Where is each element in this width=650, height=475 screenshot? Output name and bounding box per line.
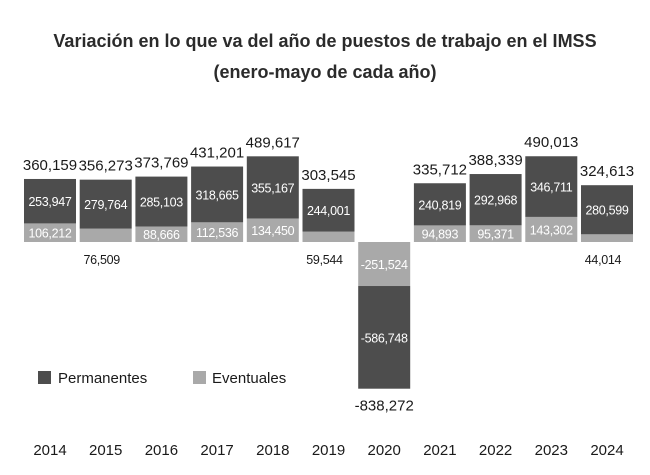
year-label-2017: 2017 [200,442,233,459]
year-label-2021: 2021 [423,442,456,459]
bar-eventuales-2020 [358,242,411,287]
label-permanentes-2015: 279,764 [84,198,127,212]
label-eventuales-2017: 112,536 [196,226,239,240]
bar-permanentes-2014 [24,178,76,224]
label-permanentes-2018: 355,167 [251,181,294,195]
label-total-2022: 388,339 [468,152,522,169]
label-permanentes-2017: 318,665 [196,188,239,202]
year-label-2023: 2023 [535,442,568,459]
year-label-2014: 2014 [33,442,66,459]
label-total-2015: 356,273 [79,158,133,175]
legend-swatch-permanentes [38,371,51,384]
labels-layer: 253,947 106,212 360,159 2014 279,764 76,509 35… [23,134,634,459]
bar-eventuales-2024 [581,234,633,242]
chart-title: Variación en lo que va del año de puesto… [53,31,596,51]
label-permanentes-2019: 244,001 [307,204,350,218]
bar-eventuales-2015 [79,228,132,242]
label-total-2021: 335,712 [413,161,467,178]
bar-permanentes-2020 [358,286,411,389]
label-eventuales-2020: -251,524 [361,258,408,272]
bar-eventuales-2022 [469,225,522,242]
year-label-2018: 2018 [256,442,289,459]
label-total-2024: 324,613 [580,163,634,180]
label-eventuales-2022: 95,371 [477,228,514,242]
bar-eventuales-2017 [191,222,244,242]
year-label-2016: 2016 [145,442,178,459]
legend-label-permanentes: Permanentes [58,370,147,387]
label-total-2018: 489,617 [246,134,300,151]
year-label-2015: 2015 [89,442,122,459]
year-label-2020: 2020 [368,442,401,459]
bar-permanentes-2024 [581,185,633,235]
bar-permanentes-2022 [469,174,522,226]
label-total-2019: 303,545 [301,167,355,184]
label-total-2023: 490,013 [524,134,578,151]
legend-swatch-eventuales [193,371,206,384]
label-eventuales-2021: 94,893 [422,228,459,242]
legend-label-eventuales: Eventuales [212,370,286,387]
label-permanentes-2023: 346,711 [530,181,573,195]
bar-eventuales-2021 [413,225,466,242]
bar-eventuales-2018 [246,218,299,242]
label-total-2016: 373,769 [134,155,188,172]
bar-permanentes-2018 [246,156,299,219]
bar-eventuales-2014 [24,223,76,242]
label-permanentes-2024: 280,599 [585,204,628,218]
bar-permanentes-2016 [135,176,188,227]
label-eventuales-2015: 76,509 [83,253,120,267]
bar-permanentes-2023 [525,156,578,217]
bar-eventuales-2023 [525,216,578,242]
bar-permanentes-2019 [302,188,355,232]
label-eventuales-2024: 44,014 [585,253,622,267]
label-permanentes-2016: 285,103 [140,196,183,210]
label-permanentes-2014: 253,947 [28,195,71,209]
chart-subtitle: (enero-mayo de cada año) [213,62,436,82]
label-eventuales-2016: 88,666 [143,228,180,242]
bar-permanentes-2015 [79,179,132,229]
label-eventuales-2023: 143,302 [530,223,573,237]
year-label-2022: 2022 [479,442,512,459]
year-label-2019: 2019 [312,442,345,459]
bar-eventuales-2016 [135,226,188,242]
label-permanentes-2021: 240,819 [418,198,461,212]
label-total-2020: -838,272 [355,398,414,415]
label-permanentes-2020: -586,748 [361,331,408,345]
year-label-2024: 2024 [590,442,623,459]
bar-permanentes-2017 [191,166,244,223]
label-total-2017: 431,201 [190,145,244,162]
bar-permanentes-2021 [413,183,466,226]
bar-eventuales-2019 [302,231,355,242]
label-permanentes-2022: 292,968 [474,194,517,208]
label-eventuales-2018: 134,450 [251,224,294,238]
legend: Permanentes Eventuales [38,370,286,387]
label-eventuales-2019: 59,544 [306,253,343,267]
label-eventuales-2014: 106,212 [28,227,71,241]
bars-layer [24,156,633,389]
label-total-2014: 360,159 [23,157,77,174]
